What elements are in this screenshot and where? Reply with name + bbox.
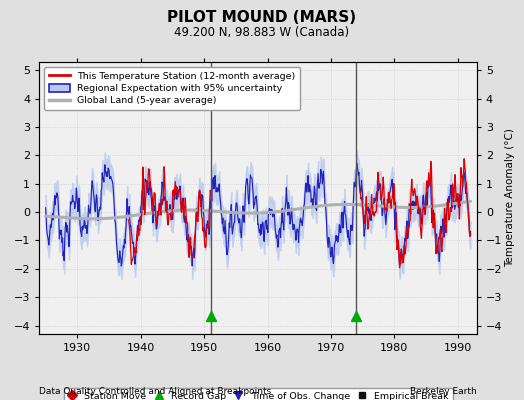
Text: PILOT MOUND (MARS): PILOT MOUND (MARS) xyxy=(168,10,356,25)
Text: Berkeley Earth: Berkeley Earth xyxy=(410,387,477,396)
Text: 49.200 N, 98.883 W (Canada): 49.200 N, 98.883 W (Canada) xyxy=(174,26,350,39)
Text: Data Quality Controlled and Aligned at Breakpoints: Data Quality Controlled and Aligned at B… xyxy=(39,387,271,396)
Y-axis label: Temperature Anomaly (°C): Temperature Anomaly (°C) xyxy=(505,128,515,268)
Legend: Station Move, Record Gap, Time of Obs. Change, Empirical Break: Station Move, Record Gap, Time of Obs. C… xyxy=(63,388,453,400)
